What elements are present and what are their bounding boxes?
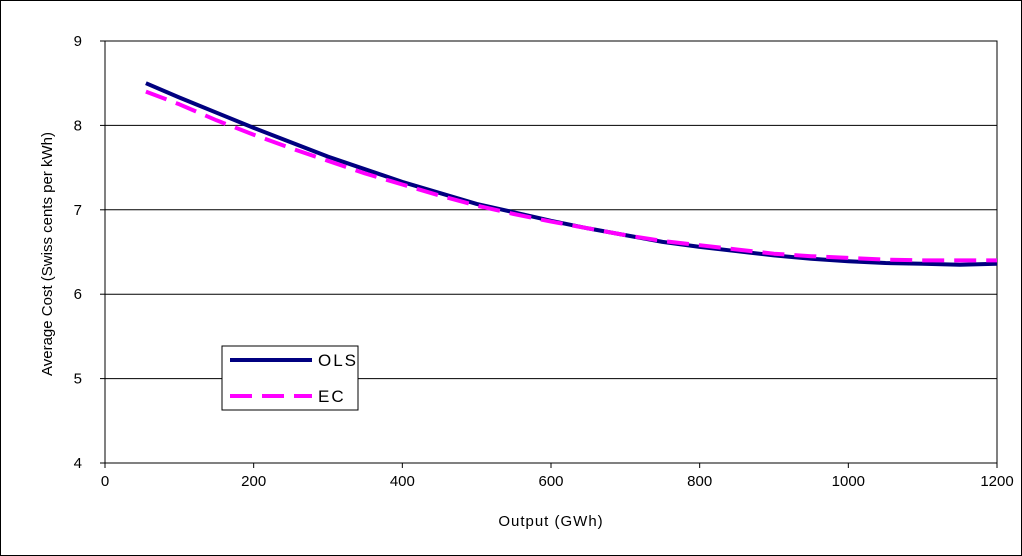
x-tick-label-1000: 1000 [832,473,865,490]
y-tick-label-6: 6 [74,286,82,303]
legend: OLS EC [221,345,359,411]
x-tick-label-0: 0 [101,473,109,490]
y-tick-label-9: 9 [74,33,82,50]
x-axis-label: Output (GWh) [498,513,603,530]
grid-layer [105,124,997,380]
series-line-ols [145,81,998,267]
series-line-ec [145,89,997,263]
y-tick-label-5: 5 [74,371,82,388]
x-tick-label-800: 800 [687,473,712,490]
x-tick-label-400: 400 [390,473,415,490]
y-axis-label: Average Cost (Swiss cents per kWh) [39,132,56,376]
y-tick-label-7: 7 [74,202,82,219]
x-tick-label-600: 600 [538,473,563,490]
legend-label-ec: EC [318,387,346,406]
series-layer [145,81,998,267]
legend-label-ols: OLS [318,351,358,370]
tick-layer: 4 5 6 7 8 9 0 200 400 600 800 1000 1200 [74,33,1014,490]
y-tick-label-4: 4 [74,455,82,472]
y-tick-label-8: 8 [74,117,82,134]
legend-box [221,345,359,411]
x-tick-label-200: 200 [241,473,266,490]
x-tick-label-1200: 1200 [980,473,1013,490]
